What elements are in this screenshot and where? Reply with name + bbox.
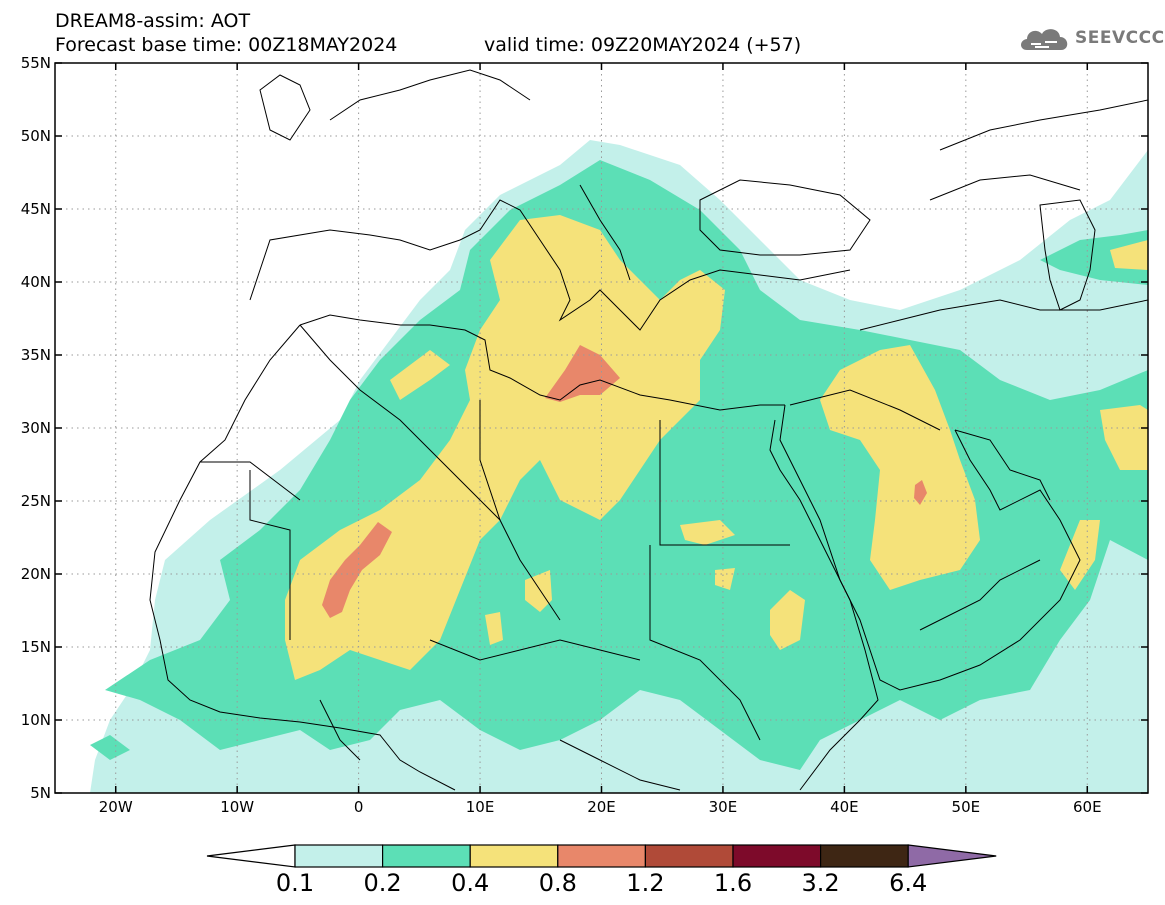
cloud-icon	[1021, 29, 1068, 50]
lon-tick-label: 40E	[830, 798, 859, 816]
valid-time: valid time: 09Z20MAY2024 (+57)	[484, 34, 802, 56]
longitude-labels: 20W 10W 0 10E 20E 30E 40E 50E 60E	[99, 798, 1102, 816]
colorbar-segment	[644, 844, 734, 868]
forecast-base-time: Forecast base time: 00Z18MAY2024	[55, 34, 398, 56]
colorbar-segment	[557, 844, 646, 868]
aot-contour-0.4	[285, 215, 1148, 680]
colorbar	[206, 844, 997, 868]
colorbar-label: 0.1	[275, 869, 315, 897]
lon-tick-label: 50E	[952, 798, 981, 816]
colorbar-label: 0.2	[363, 869, 402, 897]
latitude-labels: 55N 50N 45N 40N 35N 30N 25N 20N 15N 10N 5N	[21, 54, 51, 802]
lat-tick-label: 5N	[30, 784, 51, 802]
lon-tick-label: 0	[354, 798, 364, 816]
lon-tick-label: 30E	[709, 798, 738, 816]
lon-tick-label: 60E	[1073, 798, 1102, 816]
lat-tick-label: 15N	[21, 638, 51, 656]
lon-tick-label: 10W	[220, 798, 254, 816]
lat-tick-label: 30N	[21, 419, 51, 437]
colorbar-segment	[819, 844, 909, 868]
colorbar-label: 1.6	[713, 869, 753, 897]
lat-tick-label: 10N	[21, 711, 51, 729]
coastlines-borders	[149, 69, 1148, 791]
lat-tick-label: 25N	[21, 492, 51, 510]
lat-tick-label: 40N	[21, 273, 51, 291]
colorbar-segment	[732, 844, 822, 868]
lat-lon-grid	[55, 63, 1148, 793]
colorbar-label: 3.2	[801, 869, 840, 897]
figure-title: DREAM8-assim: AOT	[55, 10, 251, 32]
aot-field	[90, 140, 1148, 793]
lat-tick-label: 55N	[21, 54, 51, 72]
colorbar-label: 1.2	[626, 869, 665, 897]
lon-tick-label: 20W	[99, 798, 133, 816]
lon-tick-label: 10E	[466, 798, 495, 816]
axis-ticks	[55, 62, 1148, 794]
lon-tick-label: 20E	[587, 798, 616, 816]
lat-tick-label: 35N	[21, 346, 51, 364]
colorbar-segment	[382, 844, 471, 868]
lat-tick-label: 20N	[21, 565, 51, 583]
seevccc-logo: SEEVCCC	[1017, 22, 1164, 58]
colorbar-label: 0.8	[538, 869, 577, 897]
colorbar-over-arrow	[907, 844, 997, 868]
lat-tick-label: 45N	[21, 200, 51, 218]
colorbar-label: 6.4	[889, 869, 928, 897]
colorbar-segment	[294, 844, 384, 868]
colorbar-segment	[469, 844, 559, 868]
lat-tick-label: 50N	[21, 127, 51, 145]
colorbar-under-arrow	[206, 844, 296, 868]
colorbar-label: 0.4	[451, 869, 490, 897]
logo-text: SEEVCCC	[1075, 28, 1165, 48]
